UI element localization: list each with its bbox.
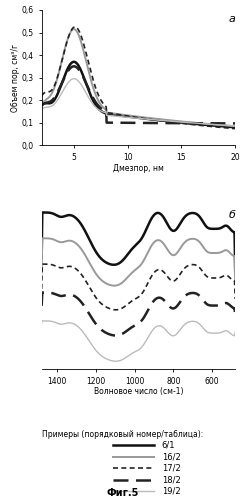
Text: 17/2: 17/2 — [162, 464, 180, 473]
Text: 18/2: 18/2 — [162, 476, 180, 485]
Text: Фиг.5: Фиг.5 — [106, 488, 139, 498]
Text: 6/1: 6/1 — [162, 441, 175, 450]
Text: Примеры (порядковый номер/таблица):: Примеры (порядковый номер/таблица): — [42, 430, 203, 439]
Y-axis label: Объем пор, см³/г: Объем пор, см³/г — [11, 43, 20, 112]
X-axis label: Волновое число (см-1): Волновое число (см-1) — [94, 387, 183, 396]
Text: 16/2: 16/2 — [162, 453, 180, 462]
Text: 19/2: 19/2 — [162, 487, 180, 496]
Text: б: б — [228, 210, 235, 220]
X-axis label: Дмезпор, нм: Дмезпор, нм — [113, 164, 164, 173]
Text: a: a — [228, 14, 235, 24]
